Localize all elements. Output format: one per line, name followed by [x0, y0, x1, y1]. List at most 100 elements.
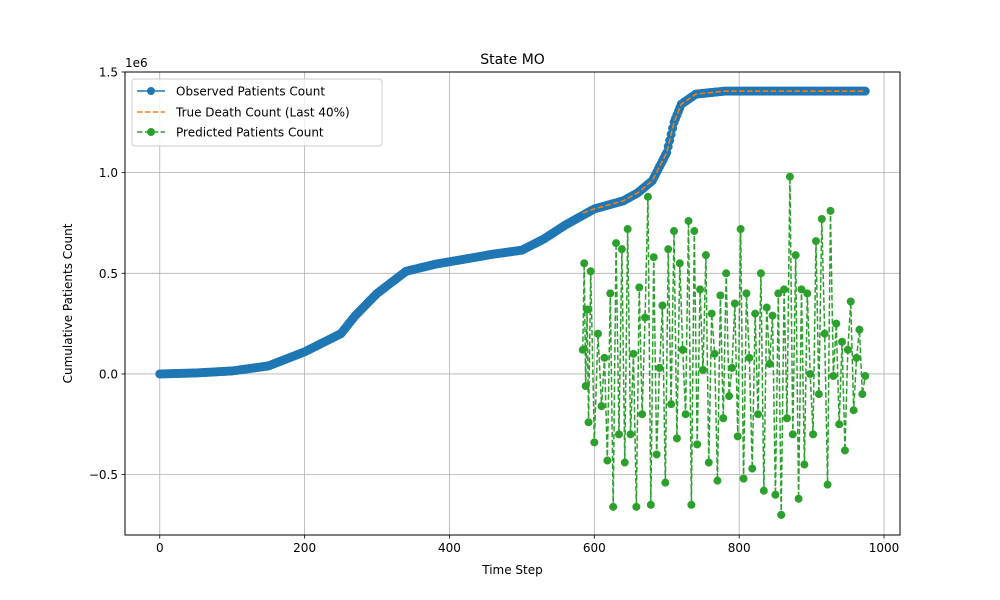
predicted-point [832, 319, 841, 328]
chart-title: State MO [480, 52, 545, 68]
predicted-point [687, 500, 696, 509]
predicted-point [649, 253, 658, 262]
predicted-point [861, 371, 870, 380]
predicted-point [809, 430, 818, 439]
legend-label-predicted: Predicted Patients Count [176, 126, 324, 140]
predicted-point [800, 460, 809, 469]
predicted-point [843, 345, 852, 354]
legend-entry-true: True Death Count (Last 40%) [137, 106, 350, 120]
predicted-point [641, 313, 650, 322]
predicted-point [652, 450, 661, 459]
predicted-point [762, 303, 771, 312]
predicted-point [780, 285, 789, 294]
legend-marker-observed [147, 87, 155, 95]
predicted-point [751, 309, 760, 318]
predicted-point [667, 400, 676, 409]
predicted-point [664, 245, 673, 254]
predicted-point [759, 486, 768, 495]
predicted-point [722, 269, 731, 278]
y-axis-label: Cumulative Patients Count [61, 223, 75, 383]
legend: Observed Patients Count True Death Count… [131, 78, 383, 147]
predicted-point [655, 363, 664, 372]
legend-label-true: True Death Count (Last 40%) [175, 106, 350, 120]
y-tick-label: 0.0 [99, 367, 118, 381]
predicted-point [672, 434, 681, 443]
legend-marker-predicted [147, 128, 155, 136]
predicted-point [840, 446, 849, 455]
predicted-point [593, 329, 602, 338]
predicted-point [693, 440, 702, 449]
predicted-point [626, 430, 635, 439]
predicted-point [707, 309, 716, 318]
predicted-point [704, 458, 713, 467]
predicted-point [838, 337, 847, 346]
predicted-point [638, 410, 647, 419]
predicted-point [590, 438, 599, 447]
series-true [582, 90, 866, 214]
predicted-point [785, 172, 794, 181]
predicted-point [675, 259, 684, 268]
x-tick-label: 400 [438, 541, 461, 555]
predicted-point [823, 480, 832, 489]
ticks: 0 200 400 600 800 1000 −0.5 0.0 0.5 1.0 1.5 [89, 66, 899, 556]
predicted-point [748, 464, 757, 473]
y-tick-label: 1.0 [99, 166, 118, 180]
predicted-point [658, 301, 667, 310]
series-predicted [578, 172, 870, 519]
predicted-line [582, 176, 866, 515]
predicted-point [817, 214, 826, 223]
predicted-point [617, 245, 626, 254]
predicted-point [678, 345, 687, 354]
predicted-point [835, 420, 844, 429]
predicted-point [583, 305, 592, 314]
x-tick-label: 200 [293, 541, 316, 555]
predicted-point [846, 297, 855, 306]
predicted-point [620, 458, 629, 467]
predicted-point [606, 289, 615, 298]
predicted-point [696, 285, 705, 294]
predicted-point [756, 269, 765, 278]
predicted-point [632, 502, 641, 511]
legend-entry-observed: Observed Patients Count [137, 85, 325, 99]
predicted-point [629, 349, 638, 358]
predicted-point [783, 414, 792, 423]
predicted-point [774, 289, 783, 298]
predicted-point [797, 285, 806, 294]
x-tick-label: 800 [728, 541, 751, 555]
predicted-point [811, 237, 820, 246]
predicted-point [794, 494, 803, 503]
predicted-point [609, 502, 618, 511]
predicted-point [852, 353, 861, 362]
predicted-point [768, 311, 777, 320]
predicted-point [713, 476, 722, 485]
predicted-point [635, 283, 644, 292]
predicted-point [742, 289, 751, 298]
predicted-point [600, 353, 609, 362]
predicted-point [716, 291, 725, 300]
predicted-point [646, 500, 655, 509]
predicted-point [727, 363, 736, 372]
predicted-point [745, 353, 754, 362]
legend-entry-predicted: Predicted Patients Count [137, 126, 324, 140]
predicted-point [719, 414, 728, 423]
predicted-point [690, 227, 699, 236]
predicted-point [777, 510, 786, 519]
predicted-point [578, 345, 587, 354]
predicted-point [739, 474, 748, 483]
predicted-point [623, 225, 632, 234]
predicted-point [791, 251, 800, 260]
x-tick-label: 1000 [869, 541, 900, 555]
observed-point [860, 86, 870, 96]
series-layer [155, 86, 870, 519]
plot-frame [124, 71, 901, 536]
predicted-point [681, 410, 690, 419]
series-observed [155, 86, 870, 379]
predicted-point [849, 406, 858, 415]
true-line [582, 90, 866, 214]
predicted-point [733, 432, 742, 441]
predicted-point [725, 392, 734, 401]
predicted-point [661, 478, 670, 487]
legend-label-observed: Observed Patients Count [176, 85, 325, 99]
predicted-point [814, 390, 823, 399]
